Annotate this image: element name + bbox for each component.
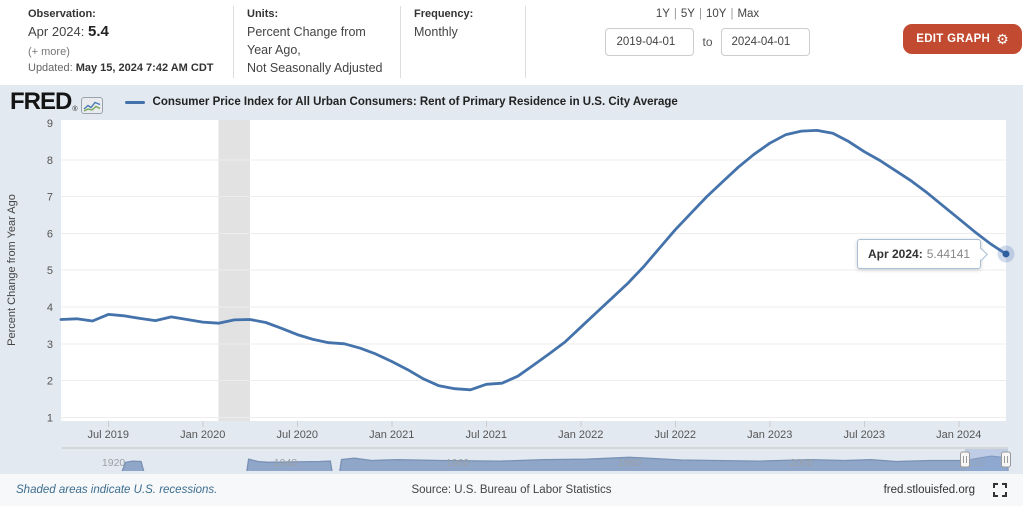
legend-line-swatch bbox=[124, 100, 145, 104]
chart-area: 1 2 3 4 5 6 7 8 9 Percent Change from Year Ago Jul… bbox=[0, 118, 1023, 447]
observation-number: 5.4 bbox=[88, 23, 109, 40]
series-title: Consumer Price Index for All Urban Consu… bbox=[152, 96, 678, 108]
nav-handle-right[interactable] bbox=[1001, 451, 1011, 468]
source-text: Source: U.S. Bureau of Labor Statistics bbox=[411, 484, 612, 496]
observation-value: Apr 2024: 5.4 bbox=[28, 23, 213, 40]
svg-text:Jul 2022: Jul 2022 bbox=[654, 429, 696, 441]
date-range-row: to bbox=[600, 28, 815, 56]
svg-text:4: 4 bbox=[47, 302, 53, 314]
svg-text:Jan 2023: Jan 2023 bbox=[747, 429, 792, 441]
svg-text:3: 3 bbox=[47, 339, 53, 351]
units-value: Percent Change from Year Ago, Not Season… bbox=[247, 23, 392, 77]
gear-icon: ⚙ bbox=[996, 31, 1009, 47]
units-line1: Percent Change from Year Ago, bbox=[247, 25, 366, 58]
svg-text:1920: 1920 bbox=[102, 457, 126, 469]
observation-date: Apr 2024: bbox=[28, 24, 85, 39]
range-separator: | bbox=[698, 8, 702, 20]
svg-text:8: 8 bbox=[47, 155, 53, 167]
fred-sparkline-icon bbox=[80, 97, 103, 114]
main-chart[interactable]: 1 2 3 4 5 6 7 8 9 Percent Change from Year Ago Jul… bbox=[0, 118, 1023, 447]
svg-text:2000: 2000 bbox=[790, 457, 814, 469]
fred-site-link[interactable]: fred.stlouisfed.org bbox=[883, 484, 975, 496]
svg-text:Jan 2021: Jan 2021 bbox=[369, 429, 414, 441]
frequency-value: Monthly bbox=[414, 25, 458, 39]
header: Observation: Apr 2024: 5.4 (+ more) Upda… bbox=[0, 0, 1023, 85]
svg-text:6: 6 bbox=[47, 228, 53, 240]
frequency-block: Frequency: Monthly bbox=[414, 8, 473, 41]
range-separator: | bbox=[730, 8, 734, 20]
header-divider bbox=[233, 6, 234, 78]
svg-text:Jul 2021: Jul 2021 bbox=[465, 429, 507, 441]
svg-text:Jul 2023: Jul 2023 bbox=[843, 429, 885, 441]
svg-text:Jul 2019: Jul 2019 bbox=[87, 429, 129, 441]
svg-text:5: 5 bbox=[47, 265, 53, 277]
header-divider bbox=[525, 6, 526, 78]
fred-logo-text: FRED bbox=[10, 88, 72, 115]
fred-logo[interactable]: FRED ® bbox=[10, 90, 103, 114]
range-preset-links: 1Y | 5Y | 10Y | Max bbox=[600, 8, 815, 20]
footer: Shaded areas indicate U.S. recessions. S… bbox=[0, 474, 1023, 506]
data-tooltip: Apr 2024: 5.44141 bbox=[857, 239, 988, 269]
range-selector: 1Y|5Y|10Y|Max to bbox=[600, 8, 815, 56]
svg-text:Jan 2022: Jan 2022 bbox=[558, 429, 603, 441]
frequency-label: Frequency: bbox=[414, 8, 474, 20]
nav-handle-left[interactable] bbox=[960, 451, 970, 468]
svg-text:1: 1 bbox=[47, 412, 53, 424]
observation-label: Observation: bbox=[28, 8, 96, 20]
recession-note-link[interactable]: Shaded areas indicate U.S. recessions. bbox=[16, 484, 218, 496]
tooltip-value: 5.44141 bbox=[926, 247, 971, 261]
footer-right: fred.stlouisfed.org bbox=[884, 483, 1007, 497]
to-label: to bbox=[702, 35, 713, 49]
updated-label: Updated: bbox=[28, 62, 73, 74]
edit-graph-label: EDIT GRAPH bbox=[916, 33, 991, 45]
svg-text:Jul 2020: Jul 2020 bbox=[276, 429, 318, 441]
range-link-max[interactable]: Max bbox=[737, 8, 760, 20]
range-link-1y[interactable]: 1Y bbox=[655, 8, 670, 20]
svg-text:Percent Change from Year Ago: Percent Change from Year Ago bbox=[6, 194, 18, 346]
end-date-input[interactable] bbox=[720, 28, 810, 56]
timeline-navigator[interactable]: 192019401960198020002020 bbox=[0, 447, 1023, 474]
tooltip-date: Apr 2024: bbox=[868, 247, 923, 261]
updated-value: May 15, 2024 7:42 AM CDT bbox=[75, 62, 214, 74]
range-separator: | bbox=[673, 8, 677, 20]
more-observations-link[interactable]: (+ more) bbox=[28, 46, 70, 58]
fullscreen-icon[interactable] bbox=[993, 483, 1007, 497]
observation-block: Observation: Apr 2024: 5.4 (+ more) Upda… bbox=[28, 8, 213, 74]
range-link-5y[interactable]: 5Y bbox=[680, 8, 695, 20]
range-link-10y[interactable]: 10Y bbox=[705, 8, 727, 20]
updated-line: Updated: May 15, 2024 7:42 AM CDT bbox=[28, 62, 213, 74]
svg-text:Jan 2020: Jan 2020 bbox=[180, 429, 225, 441]
registered-mark: ® bbox=[72, 106, 78, 113]
start-date-input[interactable] bbox=[605, 28, 695, 56]
units-block: Units: Percent Change from Year Ago, Not… bbox=[247, 8, 392, 77]
legend-bar: FRED ® Consumer Price Index for All Urba… bbox=[0, 85, 1023, 119]
svg-text:1980: 1980 bbox=[618, 457, 642, 469]
units-line2: Not Seasonally Adjusted bbox=[247, 61, 383, 76]
svg-text:Jan 2024: Jan 2024 bbox=[936, 429, 981, 441]
svg-text:9: 9 bbox=[47, 119, 53, 130]
svg-text:7: 7 bbox=[47, 192, 53, 204]
header-divider bbox=[400, 6, 401, 78]
svg-text:2: 2 bbox=[47, 376, 53, 388]
units-label: Units: bbox=[247, 8, 279, 20]
svg-text:1960: 1960 bbox=[446, 457, 470, 469]
svg-text:1940: 1940 bbox=[274, 457, 298, 469]
edit-graph-button[interactable]: EDIT GRAPH ⚙ bbox=[903, 24, 1022, 54]
